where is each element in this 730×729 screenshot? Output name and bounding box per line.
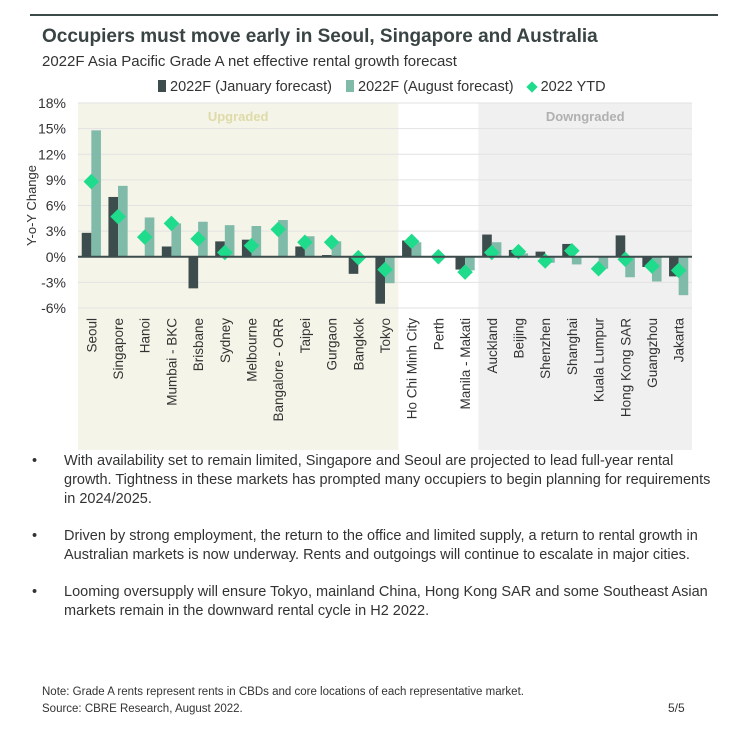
- x-tick-label: Tokyo: [378, 318, 393, 353]
- y-tick-label: 9%: [46, 172, 66, 188]
- x-tick-label: Hong Kong SAR: [618, 318, 633, 417]
- ytd-marker: [297, 234, 313, 251]
- y-axis-label: Y-o-Y Change: [24, 165, 39, 246]
- bar-jan: [375, 256, 385, 304]
- y-tick-label: 12%: [38, 146, 66, 162]
- bar-aug: [625, 256, 635, 278]
- bar-jan: [215, 241, 225, 257]
- chart-subtitle: 2022F Asia Pacific Grade A net effective…: [42, 53, 457, 70]
- bar-jan: [348, 256, 359, 274]
- bar-aug: [411, 242, 422, 257]
- bar-aug: [678, 256, 689, 296]
- footnote: Note: Grade A rents represent rents in C…: [42, 686, 524, 715]
- bar-jan: [295, 246, 305, 257]
- ytd-marker: [163, 215, 180, 232]
- x-tick-label: Hanoi: [138, 318, 153, 353]
- bar-aug: [598, 256, 609, 269]
- ytd-marker: [190, 231, 206, 247]
- ytd-marker: [243, 237, 260, 254]
- bar-jan: [108, 196, 119, 257]
- bar-aug: [224, 225, 235, 257]
- legend: 2022F (January forecast) 2022F (August f…: [158, 79, 606, 95]
- x-tick-label: Bangalore - ORR: [271, 318, 286, 422]
- legend-ytd: 2022 YTD: [525, 79, 606, 95]
- x-tick-label: Perth: [431, 318, 446, 350]
- x-tick-label: Sydney: [218, 318, 233, 363]
- x-tick-label: Ho Chi Minh City: [405, 318, 420, 420]
- x-tick-label: Bangkok: [351, 318, 366, 371]
- bar-aug: [118, 185, 128, 257]
- x-tick-label: Guangzhou: [645, 318, 660, 388]
- bar-jan: [615, 235, 626, 257]
- legend-jan: 2022F (January forecast): [158, 79, 332, 95]
- bar-jan: [161, 246, 172, 257]
- bullet-list: • With availability set to remain limited…: [32, 452, 722, 639]
- bar-aug: [304, 236, 315, 257]
- bar-jan: [402, 240, 412, 257]
- bar-aug: [465, 256, 475, 271]
- x-tick-label: Taipei: [298, 318, 313, 353]
- bar-aug: [91, 130, 101, 257]
- x-tick-label: Brisbane: [191, 318, 206, 371]
- ytd-marker: [270, 221, 286, 238]
- y-tick-label: 6%: [46, 198, 66, 214]
- x-tick-label: Manila - Makati: [458, 318, 473, 410]
- bar-aug: [518, 253, 529, 257]
- y-tick-label: -3%: [41, 274, 66, 290]
- chart: Upgraded Downgraded 18% 15% 12% 9% 6% 3% 0% -3% -6…: [24, 95, 692, 450]
- bar-aug: [491, 242, 502, 257]
- bar-aug: [278, 220, 288, 257]
- bar-jan: [188, 256, 199, 289]
- y-tick-label: 3%: [46, 223, 66, 239]
- region-label: Downgraded: [546, 109, 625, 124]
- ytd-marker: [110, 208, 126, 225]
- ytd-marker: [323, 234, 340, 251]
- y-tick-label: 18%: [38, 95, 66, 111]
- y-tick-label: -6%: [41, 300, 66, 316]
- x-tick-label: Gurgaon: [325, 318, 340, 371]
- bullet-item: • Looming oversupply will ensure Tokyo, m…: [32, 584, 708, 619]
- x-tick-label: Shanghai: [565, 318, 580, 375]
- bar-aug: [331, 241, 342, 257]
- y-tick-label: 0%: [46, 249, 66, 265]
- bar-jan: [482, 234, 492, 257]
- bullet-item: • With availability set to remain limited…: [32, 453, 711, 507]
- x-tick-label: Auckland: [485, 318, 500, 374]
- ytd-marker: [510, 243, 527, 260]
- y-tick-label: 15%: [38, 121, 66, 137]
- bar-jan: [81, 232, 92, 257]
- region-label: Upgraded: [208, 109, 269, 124]
- page-title: Occupiers must move early in Seoul, Sing…: [42, 26, 598, 47]
- x-tick-label: Melbourne: [245, 318, 260, 382]
- x-tick-label: Kuala Lumpur: [592, 318, 607, 403]
- bar-jan: [455, 256, 466, 270]
- bar-aug: [571, 256, 582, 265]
- bar-aug: [251, 226, 262, 257]
- bullet-item: • Driven by strong employment, the return…: [32, 528, 698, 563]
- ytd-marker: [403, 233, 420, 250]
- legend-aug: 2022F (August forecast): [346, 79, 514, 95]
- ytd-marker: [136, 229, 153, 245]
- x-tick-label: Beijing: [511, 318, 526, 359]
- x-tick-label: Seoul: [84, 318, 99, 353]
- bar-jan: [669, 256, 679, 277]
- bar-jan: [642, 256, 652, 267]
- bar-aug: [171, 223, 182, 257]
- x-tick-label: Jakarta: [672, 318, 687, 363]
- region-upgraded: [78, 103, 399, 450]
- x-tick-label: Mumbai - BKC: [164, 318, 179, 406]
- top-rule: [30, 14, 718, 16]
- x-tick-label: Singapore: [111, 318, 126, 380]
- ytd-marker: [83, 173, 100, 190]
- bar-jan: [535, 251, 546, 257]
- bar-aug: [651, 256, 662, 282]
- x-tick-label: Shenzhen: [538, 318, 553, 379]
- page-number: 5/5: [668, 701, 685, 715]
